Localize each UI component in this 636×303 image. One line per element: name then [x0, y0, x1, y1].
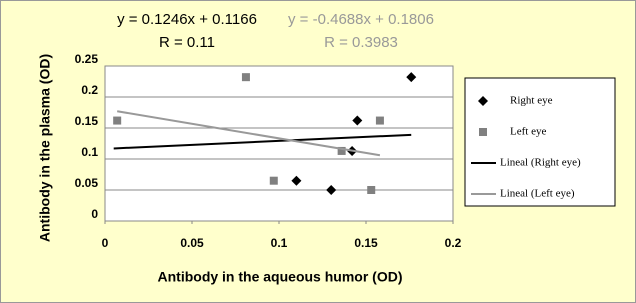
y-tick-label: 0.1 — [81, 145, 98, 159]
point — [241, 73, 250, 82]
equation-right: y = 0.1246x + 0.1166 — [117, 11, 257, 28]
point — [337, 146, 346, 155]
x-tick-label: 0.1 — [271, 236, 288, 250]
trend-line — [113, 133, 412, 150]
x-tick-label: 0.05 — [180, 236, 204, 250]
legend-label: Lineal (Right eye) — [500, 157, 581, 169]
trend-line — [117, 110, 381, 157]
y-axis-title: Antibody in the plasma (OD) — [37, 54, 53, 242]
legend-label: Lineal (Left eye) — [500, 188, 575, 200]
r-right: R = 0.11 — [159, 34, 215, 51]
x-tick-label: 0 — [102, 236, 109, 250]
legend-marker — [478, 96, 488, 106]
x-tick-label: 0.15 — [354, 236, 378, 250]
y-tick-label: 0 — [91, 207, 98, 221]
legend-box — [464, 77, 616, 207]
x-axis-title: Antibody in the aqueous humor (OD) — [158, 269, 403, 285]
y-tick-label: 0.15 — [75, 114, 99, 128]
r-left: R = 0.3983 — [324, 34, 398, 51]
x-tick-label: 0.2 — [445, 236, 462, 250]
point — [291, 175, 302, 186]
point — [406, 72, 417, 83]
point — [367, 186, 376, 194]
legend-marker — [479, 128, 487, 136]
point — [375, 116, 384, 125]
legend-label: Right eye — [510, 95, 553, 107]
y-tick-label: 0.05 — [75, 176, 99, 190]
point — [269, 176, 278, 185]
equation-left: y = -0.4688x + 0.1806 — [288, 11, 434, 28]
plot-area — [104, 65, 454, 222]
y-tick-label: 0.2 — [81, 83, 98, 97]
point — [326, 185, 337, 195]
y-tick-label: 0.25 — [75, 52, 99, 66]
point — [352, 115, 363, 126]
point — [113, 116, 122, 125]
legend-label: Left eye — [510, 126, 546, 138]
